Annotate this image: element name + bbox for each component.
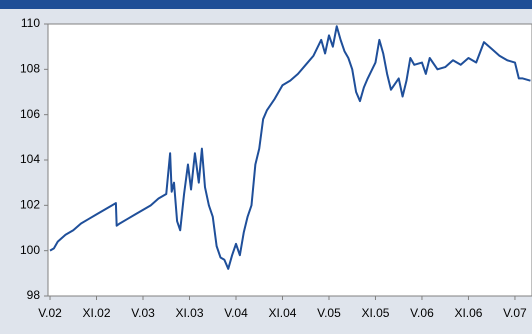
x-tick-label: V.02 [38,306,62,320]
y-tick-label: 102 [20,198,40,212]
x-tick-label: V.05 [317,306,341,320]
x-tick-label: V.03 [131,306,155,320]
data-line [49,25,531,270]
y-tick-label: 98 [27,288,41,302]
x-tick-label: XI.06 [454,306,482,320]
x-tick-label: XI.03 [175,306,203,320]
x-tick-label: V.04 [224,306,248,320]
y-tick-label: 104 [20,152,40,166]
y-tick-label: 110 [21,16,40,30]
y-tick-label: 106 [20,107,40,121]
plot-area [47,23,532,297]
y-tick-label: 100 [20,243,40,257]
x-tick-label: XI.05 [361,306,389,320]
header-bar [0,0,532,9]
x-tick-label: XI.04 [268,306,296,320]
y-tick-label: 108 [20,62,40,76]
x-tick-label: V.06 [410,306,434,320]
x-tick-label: V.07 [503,306,527,320]
x-tick-label: XI.02 [82,306,110,320]
